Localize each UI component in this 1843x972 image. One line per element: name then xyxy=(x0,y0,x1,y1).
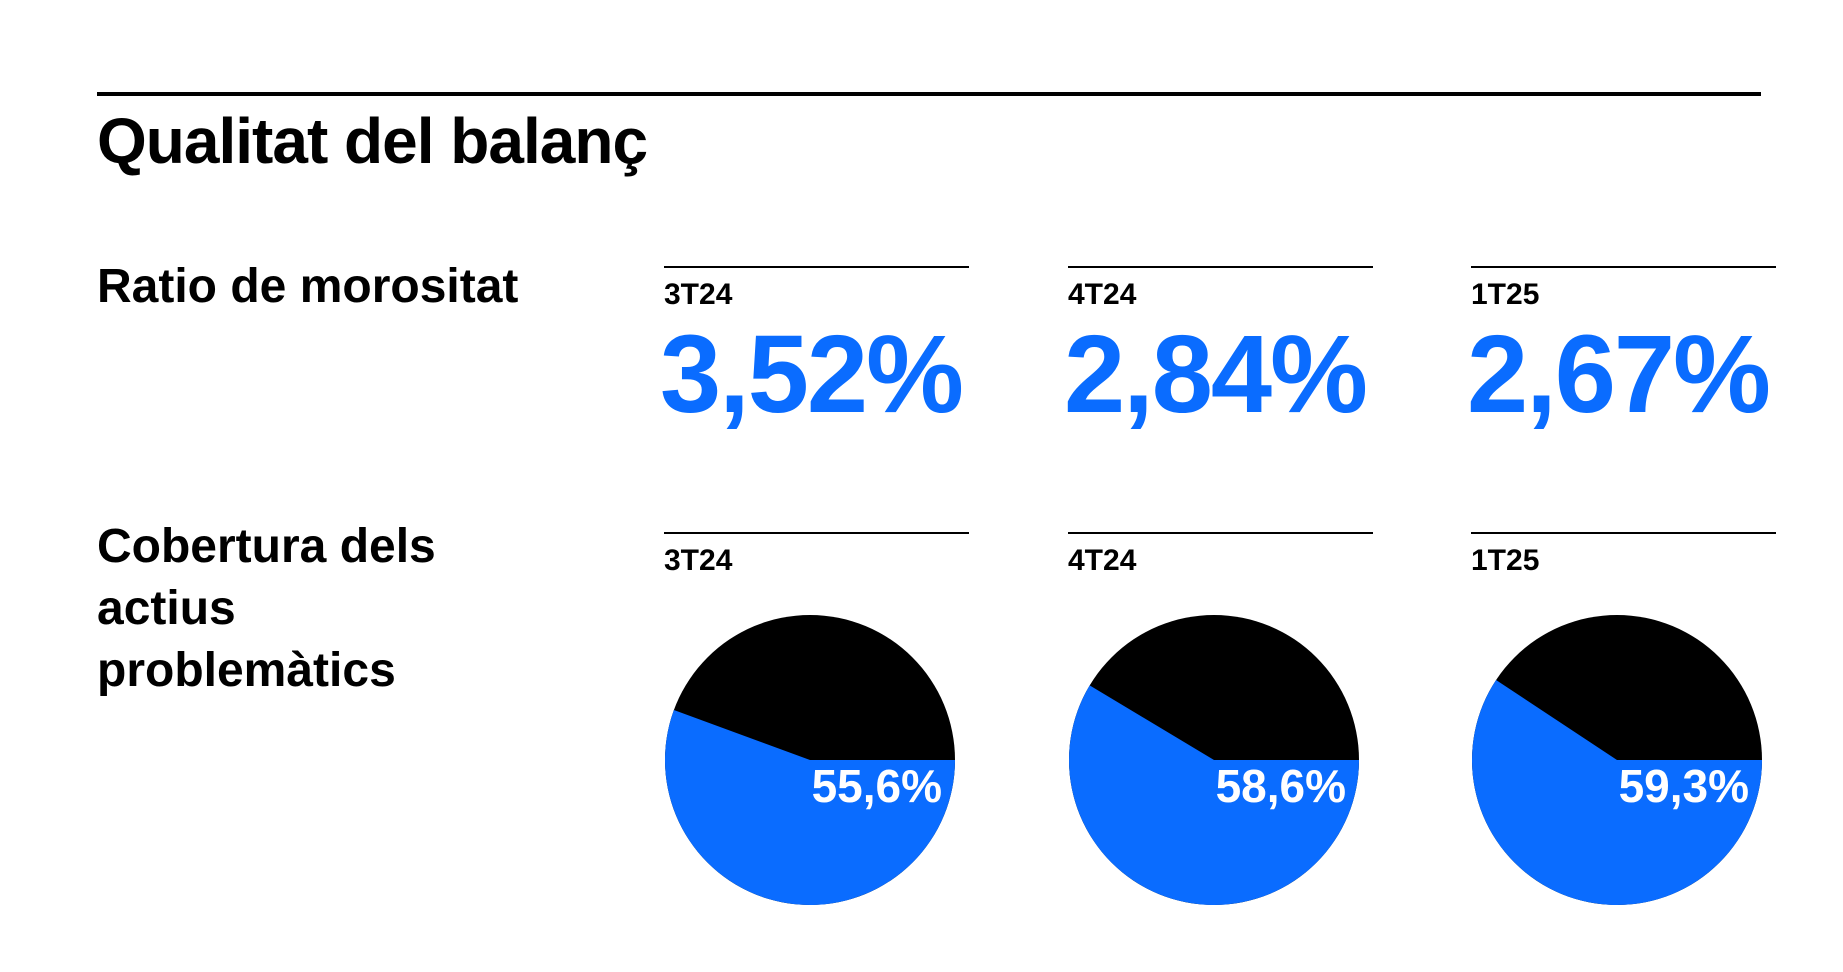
npl-row-label: Ratio de morositat xyxy=(97,260,519,313)
coverage-row-label: Cobertura dels actius problemàtics xyxy=(97,520,436,697)
npl-value: 2,67% xyxy=(1467,313,1771,436)
coverage-pie: 55,6% xyxy=(665,615,955,905)
column-rule xyxy=(664,266,969,268)
period-label: 4T24 xyxy=(1068,278,1137,311)
pie-coverage-slice xyxy=(1472,680,1762,906)
period-label: 1T25 xyxy=(1471,278,1540,311)
pie-data-label: 58,6% xyxy=(1216,760,1346,812)
pie-coverage-slice xyxy=(665,710,955,905)
pie-data-label: 59,3% xyxy=(1619,760,1749,812)
period-label: 4T24 xyxy=(1068,544,1137,577)
column-rule xyxy=(1471,266,1776,268)
column-rule xyxy=(1471,532,1776,534)
npl-value: 2,84% xyxy=(1064,313,1368,436)
column-rule xyxy=(664,532,969,534)
top-rule xyxy=(97,92,1761,96)
column-rule xyxy=(1068,532,1373,534)
period-label: 3T24 xyxy=(664,544,733,577)
column-rule xyxy=(1068,266,1373,268)
coverage-pie: 58,6% xyxy=(1069,615,1359,906)
coverage-pie: 59,3% xyxy=(1472,615,1762,906)
npl-value: 3,52% xyxy=(660,313,964,436)
period-label: 1T25 xyxy=(1471,544,1540,577)
page-title: Qualitat del balanç xyxy=(97,105,648,177)
pie-coverage-slice xyxy=(1069,685,1359,906)
period-label: 3T24 xyxy=(664,278,733,311)
pie-data-label: 55,6% xyxy=(812,760,942,812)
